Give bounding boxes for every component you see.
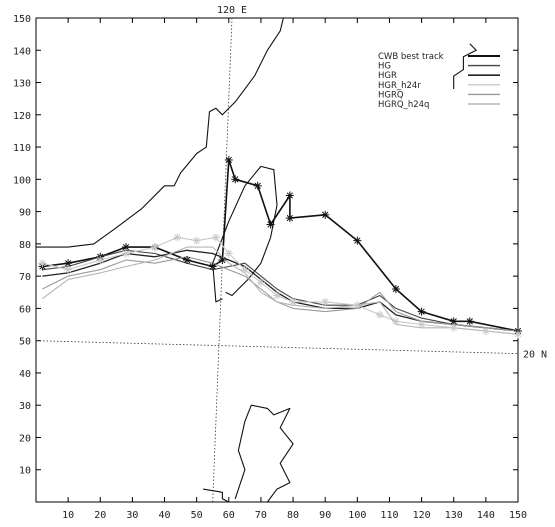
track-point-marker [449,323,458,332]
track-point-marker [150,243,159,252]
y-tick-label: 80 [19,240,31,251]
track-point-marker [192,236,201,245]
y-tick-label: 100 [13,175,31,186]
track-point-marker [266,220,275,229]
coastline [36,17,284,248]
track-point-marker [285,191,294,200]
track-point-marker [481,326,490,335]
x-tick-label: 80 [287,510,299,521]
x-tick-label: 150 [509,510,527,521]
track-point-marker [121,243,130,252]
x-tick-label: 40 [159,510,171,521]
track-point-marker [391,285,400,294]
y-tick-label: 150 [13,14,31,25]
track-marker-group [38,155,522,339]
track-point-marker [173,233,182,242]
x-tick-label: 50 [191,510,203,521]
y-tick-label: 90 [19,208,31,219]
track-point-marker [417,320,426,329]
x-tick-label: 30 [126,510,138,521]
x-tick-label: 10 [62,510,74,521]
coastline [453,43,477,89]
parallel-label: 20 N [523,350,547,361]
track-point-marker [417,307,426,316]
x-tick-group: 10 20 30 40 50 60 70 80 90 100 110 120 130 140 150 [62,18,527,521]
plot-frame [35,17,519,503]
x-tick-label: 140 [477,510,495,521]
track-point-marker [211,233,220,242]
track-point-marker [465,317,474,326]
track-point-marker [121,249,130,258]
x-tick-label: 100 [348,510,366,521]
track-point-marker [289,297,298,306]
track-line-1 [42,249,519,332]
x-tick-label: 70 [255,510,267,521]
track-point-marker [253,181,262,190]
track-point-marker [391,317,400,326]
legend-label: HGR [378,71,397,81]
coastline [203,488,230,503]
coastline [234,404,294,503]
y-tick-label: 60 [19,304,31,315]
y-tick-label: 50 [19,337,31,348]
y-tick-label: 110 [13,143,31,154]
track-point-marker [38,259,47,268]
y-tick-label: 40 [19,369,31,380]
y-tick-label: 130 [13,79,31,90]
coastline-group [36,17,477,503]
track-series-group [42,159,519,335]
track-point-marker [224,155,233,164]
legend-label: HGR_h24r [378,81,421,91]
track-point-marker [514,330,522,339]
x-tick-label: 110 [380,510,398,521]
track-point-marker [240,265,249,274]
y-tick-label: 120 [13,111,31,122]
x-tick-label: 60 [223,510,235,521]
track-line-5 [42,246,519,335]
y-tick-group: 10 20 30 40 50 60 70 80 90 100 110 120 130 140 150 [13,14,518,477]
y-tick-label: 20 [19,433,31,444]
track-point-marker [208,262,217,271]
x-tick-label: 130 [445,510,463,521]
y-tick-label: 70 [19,272,31,283]
track-point-marker [183,256,192,264]
track-point-marker [321,297,330,306]
y-tick-label: 30 [19,401,31,412]
legend-label: HG [378,62,391,72]
coastline [212,165,278,303]
x-tick-label: 90 [319,510,331,521]
track-point-marker [224,249,233,258]
y-tick-label: 140 [13,46,31,57]
y-tick-label: 10 [19,466,31,477]
track-point-marker [273,291,281,300]
meridian-label: 120 E [217,5,247,16]
track-point-marker [218,256,227,264]
track-point-marker [256,278,265,287]
legend-label: CWB best track [378,52,444,62]
track-point-marker [96,256,105,264]
track-point-marker [64,265,73,274]
track-line-4 [42,256,519,332]
x-tick-label: 120 [413,510,431,521]
track-point-marker [353,236,362,245]
track-point-marker [285,214,294,223]
legend-label: HGRQ [378,90,404,100]
track-point-marker [231,175,240,184]
x-tick-label: 20 [94,510,106,521]
legend-label: HGRQ_h24q [378,100,429,110]
track-point-marker [353,301,362,310]
track-point-marker [321,210,330,219]
track-point-marker [375,310,384,319]
